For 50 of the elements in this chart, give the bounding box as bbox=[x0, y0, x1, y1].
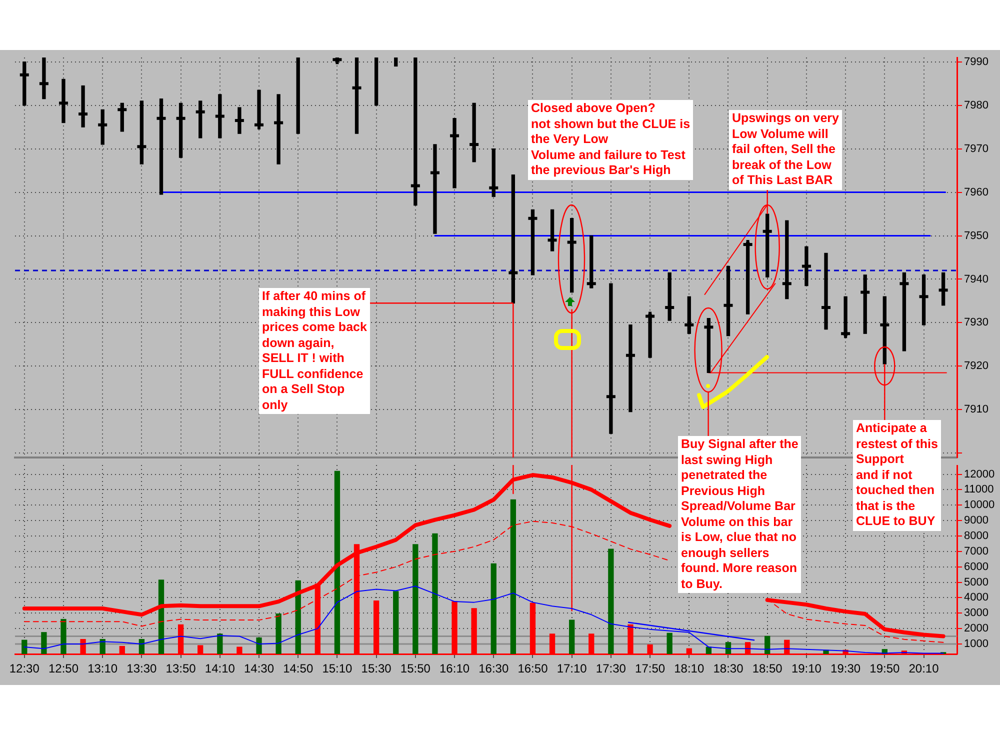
x-tick-label: 13:10 bbox=[88, 662, 118, 676]
x-tick-label: 17:10 bbox=[556, 662, 588, 676]
x-tick-label: 18:30 bbox=[713, 662, 744, 676]
y-tick-label: 7000 bbox=[964, 545, 988, 558]
y-tick-label: 1000 bbox=[964, 638, 988, 650]
x-tick-label: 20:10 bbox=[908, 662, 940, 676]
x-tick-label: 16:50 bbox=[518, 662, 548, 676]
y-tick-label: 2000 bbox=[964, 622, 988, 635]
y-tick-label: 10000 bbox=[964, 499, 995, 512]
y-tick-label: 7910 bbox=[964, 404, 988, 416]
y-tick-label: 7940 bbox=[964, 273, 988, 286]
y-tick-label: 6000 bbox=[964, 560, 988, 573]
x-tick-label: 15:50 bbox=[400, 662, 431, 676]
y-tick-label: 7920 bbox=[964, 360, 988, 372]
y-tick-label: 3000 bbox=[964, 607, 988, 620]
y-tick-label: 12000 bbox=[964, 468, 995, 480]
x-tick-label: 16:30 bbox=[478, 662, 509, 676]
x-tick-label: 13:50 bbox=[166, 662, 196, 676]
x-tick-label: 19:30 bbox=[830, 662, 861, 676]
x-tick-label: 16:10 bbox=[440, 662, 470, 676]
y-tick-label: 8000 bbox=[964, 530, 988, 542]
y-tick-label: 7970 bbox=[964, 142, 988, 155]
x-tick-label: 14:30 bbox=[244, 662, 274, 676]
x-tick-label: 12:30 bbox=[9, 662, 40, 676]
annotation: If after 40 mins of making this Low prices come back down again, SELL IT ! with FULL confidence on a Sell Stop only bbox=[259, 288, 370, 414]
x-tick-label: 14:10 bbox=[204, 662, 236, 676]
x-tick-label: 17:50 bbox=[635, 662, 666, 676]
y-tick-label: 7990 bbox=[964, 56, 988, 68]
x-tick-label: 15:30 bbox=[361, 662, 392, 676]
x-tick-label: 17:30 bbox=[596, 662, 626, 676]
x-tick-label: 15:10 bbox=[322, 662, 353, 676]
y-tick-label: 7930 bbox=[964, 316, 988, 329]
x-tick-label: 14:50 bbox=[283, 662, 314, 676]
x-tick-label: 19:50 bbox=[870, 662, 900, 676]
annotation: Upswings on very Low Volume will fail often, Sell the break of the Low of This Last BAR bbox=[729, 110, 842, 190]
x-tick-label: 18:10 bbox=[674, 662, 704, 676]
x-tick-label: 12:50 bbox=[48, 662, 79, 676]
annotation: Closed above Open? not shown but the CLUE is the Very Low Volume and failure to Test the previous Bar's High bbox=[528, 100, 694, 180]
y-tick-label: 4000 bbox=[964, 592, 988, 604]
x-tick-label: 13:30 bbox=[126, 662, 158, 676]
x-tick-label: 18:50 bbox=[752, 662, 783, 676]
y-tick-label: 5000 bbox=[964, 576, 988, 588]
x-tick-label: 19:10 bbox=[791, 662, 822, 676]
y-tick-label: 7950 bbox=[964, 230, 988, 242]
y-tick-label: 11000 bbox=[964, 484, 994, 496]
annotation: Anticipate a restest of this Support and if not touched then that is the CLUE to BUY bbox=[853, 420, 941, 530]
y-tick-label: 7980 bbox=[964, 99, 988, 112]
y-tick-label: 9000 bbox=[964, 514, 988, 527]
y-tick-label: 7960 bbox=[964, 186, 988, 198]
text: Buy Signal after the last swing High penetrated the Previous High Spread/Volume Bar Volume on this bar is Low, clue that no enough sellers found. More reason to Buy. bbox=[681, 437, 798, 590]
